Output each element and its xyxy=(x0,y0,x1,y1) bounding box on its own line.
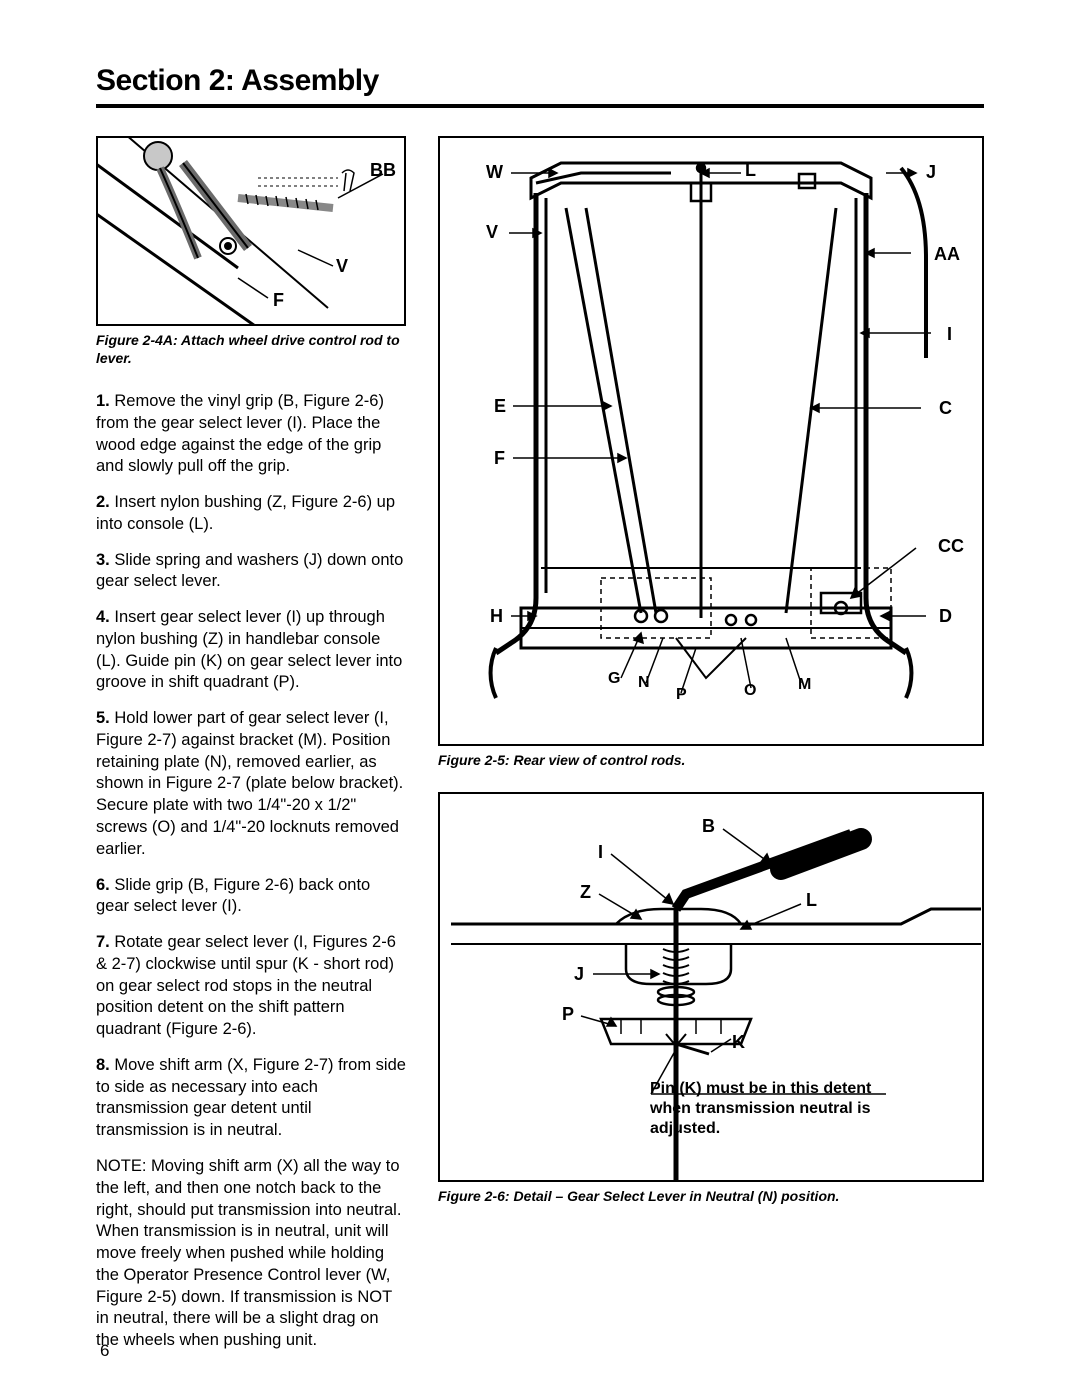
fig6-label-i: I xyxy=(598,842,603,863)
fig5-label-e: E xyxy=(494,396,506,417)
fig6-label-b: B xyxy=(702,816,715,837)
page: Section 2: Assembly xyxy=(0,0,1080,1397)
figure-2-5: W L J V AA I E C F CC H D G N P O M xyxy=(438,136,984,746)
fig5-label-c: C xyxy=(939,398,952,419)
fig6-label-k: K xyxy=(732,1032,745,1053)
step-2: 2. Insert nylon bushing (Z, Figure 2-6) … xyxy=(96,492,406,536)
fig5-label-m: M xyxy=(798,676,811,694)
fig5-label-p: P xyxy=(676,686,687,704)
step-7: 7. Rotate gear select lever (I, Figures … xyxy=(96,932,406,1041)
fig5-label-d: D xyxy=(939,606,952,627)
fig5-label-i: I xyxy=(947,324,952,345)
step-1: 1. Remove the vinyl grip (B, Figure 2-6)… xyxy=(96,391,406,478)
figure-2-4a: BB V F xyxy=(96,136,406,326)
figure-2-5-caption: Figure 2-5: Rear view of control rods. xyxy=(438,752,984,770)
content-columns: BB V F Figure 2-4A: Attach wheel drive c… xyxy=(96,136,984,1366)
section-title: Section 2: Assembly xyxy=(96,64,984,98)
horizontal-rule xyxy=(96,104,984,108)
fig5-label-f: F xyxy=(494,448,505,469)
note-text: NOTE: Moving shift arm (X) all the way t… xyxy=(96,1156,406,1352)
figure-2-5-illustration xyxy=(440,138,982,746)
fig5-label-j: J xyxy=(926,162,936,183)
fig4a-label-v: V xyxy=(336,256,348,277)
fig5-label-o: O xyxy=(744,682,756,700)
left-column: BB V F Figure 2-4A: Attach wheel drive c… xyxy=(96,136,406,1366)
step-4: 4. Insert gear select lever (I) up throu… xyxy=(96,607,406,694)
step-5: 5. Hold lower part of gear select lever … xyxy=(96,708,406,860)
fig5-label-g: G xyxy=(608,670,620,688)
fig6-label-j: J xyxy=(574,964,584,985)
fig6-label-l: L xyxy=(806,890,817,911)
step-8: 8. Move shift arm (X, Figure 2-7) from s… xyxy=(96,1055,406,1142)
fig5-label-w: W xyxy=(486,162,503,183)
fig6-callout: Pin (K) must be in this detent when tran… xyxy=(650,1079,871,1139)
figure-2-6-caption: Figure 2-6: Detail – Gear Select Lever i… xyxy=(438,1188,984,1206)
fig6-label-p: P xyxy=(562,1004,574,1025)
right-column: W L J V AA I E C F CC H D G N P O M Figu… xyxy=(438,136,984,1366)
fig5-label-h: H xyxy=(490,606,503,627)
fig4a-label-f: F xyxy=(273,290,284,311)
step-6: 6. Slide grip (B, Figure 2-6) back onto … xyxy=(96,875,406,919)
page-number: 6 xyxy=(100,1341,109,1361)
figure-2-4a-caption: Figure 2-4A: Attach wheel drive control … xyxy=(96,332,406,367)
fig5-label-aa: AA xyxy=(934,244,960,265)
figure-2-6: B I Z L J P K Pin (K) must be in this de… xyxy=(438,792,984,1182)
fig5-label-l: L xyxy=(745,160,756,181)
fig6-label-z: Z xyxy=(580,882,591,903)
fig5-label-n: N xyxy=(638,674,650,692)
figure-2-4a-illustration xyxy=(98,138,406,326)
fig5-label-v: V xyxy=(486,222,498,243)
fig4a-label-bb: BB xyxy=(370,160,396,181)
instruction-steps: 1. Remove the vinyl grip (B, Figure 2-6)… xyxy=(96,391,406,1352)
step-3: 3. Slide spring and washers (J) down ont… xyxy=(96,550,406,594)
fig5-label-cc: CC xyxy=(938,536,964,557)
